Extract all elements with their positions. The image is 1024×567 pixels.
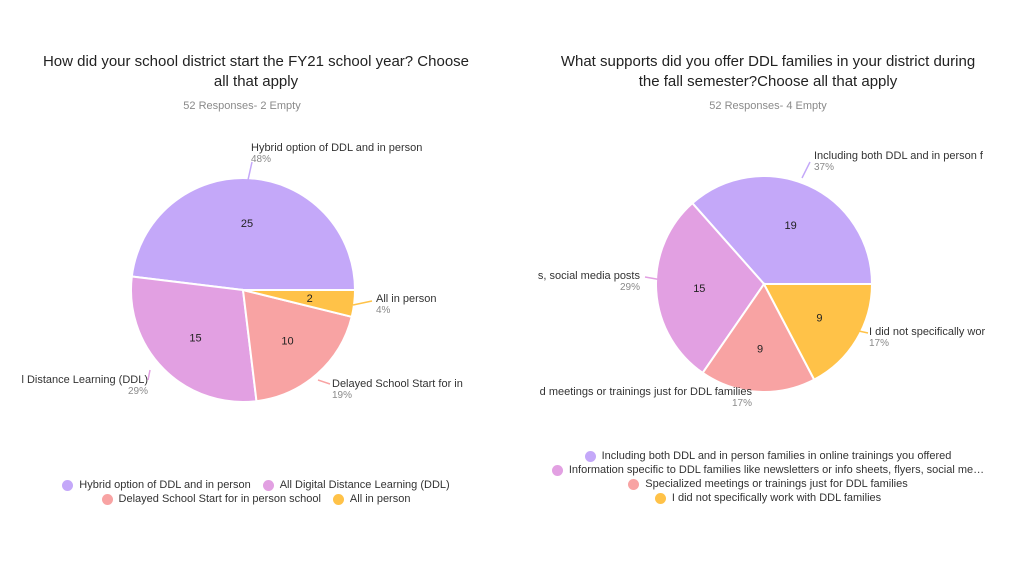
callout-percent: 4% [376,305,391,316]
callout-label: Hybrid option of DDL and in person [251,142,422,154]
legend-item[interactable]: Hybrid option of DDL and in person [62,479,251,491]
legend-item[interactable]: Information specific to DDL families lik… [551,464,985,476]
slice-value-label: 9 [757,344,763,356]
legend-label: Information specific to DDL families lik… [568,464,985,476]
legend-label: Hybrid option of DDL and in person [79,479,251,491]
slice-value-label: 10 [281,335,293,347]
legend-swatch [262,479,274,491]
legend-swatch [332,493,344,505]
chart-panel-school-start: How did your school district start the F… [0,52,512,507]
slice-value-label: 2 [307,293,313,305]
legend-item[interactable]: Specialized meetings or trainings just f… [628,478,908,490]
legend-swatch [551,464,563,476]
chart-title-line-1: What supports did you offer DDL families… [560,53,976,70]
callout-line [147,369,151,381]
chart-title-line-1: How did your school district start the F… [42,53,470,70]
slice-value-label: 19 [784,220,796,232]
chart-title: How did your school district start the F… [0,52,512,92]
legend-label: I did not specifically work with DDL fam… [671,492,882,504]
chart-subtitle: 52 Responses- 2 Empty [183,100,301,112]
legend-item[interactable]: Delayed School Start for in person schoo… [101,493,321,505]
chart-subtitle: 52 Responses- 4 Empty [709,100,827,112]
pie-slice[interactable] [130,275,258,403]
legend-item[interactable]: All Digital Distance Learning (DDL) [262,479,450,491]
chart-legend: Including both DDL and in person familie… [512,450,1024,506]
callout-label: s, social media posts [538,270,641,282]
callout-percent: 29% [128,386,148,397]
chart-title-line-2: all that apply [213,73,299,90]
legend-swatch [584,450,596,462]
callout-label: d meetings or trainings just for DDL fam… [540,386,753,398]
pie-slice[interactable] [690,175,874,285]
legend-label: Specialized meetings or trainings just f… [645,478,908,490]
callout-label: Including both DDL and in person f [814,150,984,162]
pie-slice[interactable] [130,177,357,291]
callout-percent: 37% [814,162,834,173]
legend-swatch [101,493,113,505]
pie-slice[interactable] [242,289,357,319]
callout-percent: 29% [620,282,640,293]
callout-label: All in person [376,293,437,305]
callout-percent: 17% [869,338,889,349]
pie-slice[interactable] [241,288,353,403]
callout-line [352,300,373,306]
callout-label: Delayed School Start for in [332,378,463,390]
slice-value-label: 25 [241,218,253,230]
callout-line [644,276,663,281]
legend-swatch [628,478,640,490]
callout-label: I did not specifically wor [869,326,985,338]
callout-percent: 17% [732,398,752,409]
callout-percent: 19% [332,390,352,401]
pie-slice[interactable] [701,282,816,393]
chart-title-line-2: the fall semester?Choose all that apply [638,73,898,90]
legend-label: All Digital Distance Learning (DDL) [279,479,450,491]
callout-label: l Distance Learning (DDL) [21,374,148,386]
pie-chart: 19 Including both DDL and in person f37% 1… [538,150,986,409]
callout-percent: 48% [251,154,271,165]
slice-value-label: 15 [189,333,201,345]
legend-label: Delayed School Start for in person schoo… [118,493,321,505]
slice-value-label: 9 [816,313,822,325]
legend-swatch [62,479,74,491]
chart-panel-ddl-supports: What supports did you offer DDL families… [512,0,1024,567]
callout-line [801,161,811,179]
callout-line [317,379,331,385]
legend-label: All in person [349,493,411,505]
callout-line [853,329,869,334]
legend-item[interactable]: I did not specifically work with DDL fam… [654,492,882,504]
callout-line [247,161,253,181]
pie-slice[interactable] [655,201,766,375]
chart-legend: Hybrid option of DDL and in person All D… [0,479,512,507]
legend-label: Including both DDL and in person familie… [601,450,952,462]
legend-item[interactable]: Including both DDL and in person familie… [584,450,952,462]
pie-slice[interactable] [762,283,874,381]
legend-swatch [654,492,666,504]
legend-item[interactable]: All in person [332,493,411,505]
chart-title: What supports did you offer DDL families… [512,52,1024,92]
slice-value-label: 15 [693,283,705,295]
